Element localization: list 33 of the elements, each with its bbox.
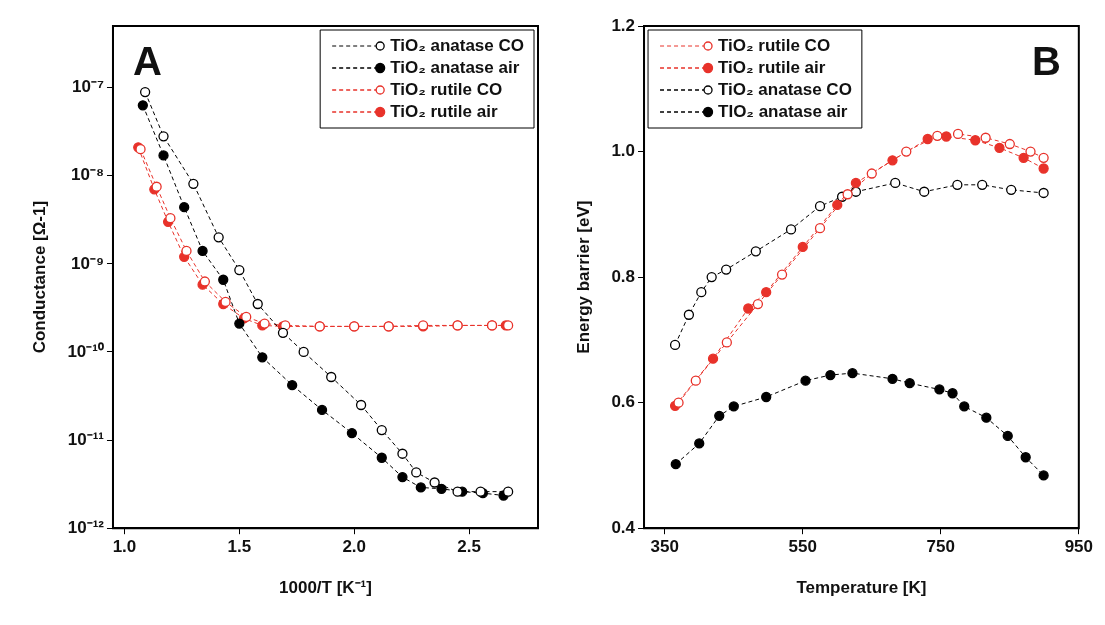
y-tick-label: 1.2: [611, 15, 636, 35]
legend-label: TiO₂ anatase air: [390, 57, 520, 77]
y-tick-label: 10⁻⁸: [71, 165, 104, 185]
annotation: A: [132, 39, 162, 84]
x-tick-label: 550: [788, 537, 817, 557]
legend-label: TiO₂ anatase CO: [718, 79, 852, 99]
legend-label: TiO₂ rutile CO: [718, 35, 831, 55]
x-tick-label: 2.0: [342, 537, 367, 557]
y-axis-title: Conductance [Ω-1]: [29, 200, 49, 354]
y-axis-title: Energy barrier [eV]: [573, 200, 593, 354]
y-tick-label: 10⁻⁹: [70, 253, 104, 273]
y-tick-label: 10⁻¹¹: [67, 429, 105, 449]
y-tick-label: 0.8: [611, 266, 636, 286]
x-tick-label: 1.5: [227, 537, 252, 557]
legend-label: TiO₂ anatase CO: [390, 35, 524, 55]
x-tick-label: 350: [650, 537, 679, 557]
x-axis-title: 1000/T [K⁻¹]: [279, 578, 372, 598]
y-tick-label: 1.0: [611, 141, 636, 161]
legend-label: TiO₂ rutile air: [390, 101, 498, 121]
y-tick-label: 10⁻¹⁰: [67, 341, 104, 361]
legend-label: TiO₂ rutile air: [718, 57, 826, 77]
x-tick-label: 2.5: [457, 537, 481, 557]
x-tick-label: 1.0: [112, 537, 137, 557]
x-tick-label: 950: [1064, 537, 1094, 557]
x-tick-label: 750: [926, 537, 955, 557]
y-tick-label: 0.4: [611, 517, 636, 537]
legend-label: TIO₂ anatase air: [718, 101, 848, 121]
y-tick-label: 10⁻¹²: [67, 517, 105, 537]
annotation: B: [1031, 39, 1061, 84]
y-tick-label: 0.6: [611, 392, 636, 412]
x-axis-title: Temperature [K]: [796, 578, 927, 598]
y-tick-label: 10⁻⁷: [72, 77, 104, 97]
legend-label: TiO₂ rutile CO: [390, 79, 503, 99]
